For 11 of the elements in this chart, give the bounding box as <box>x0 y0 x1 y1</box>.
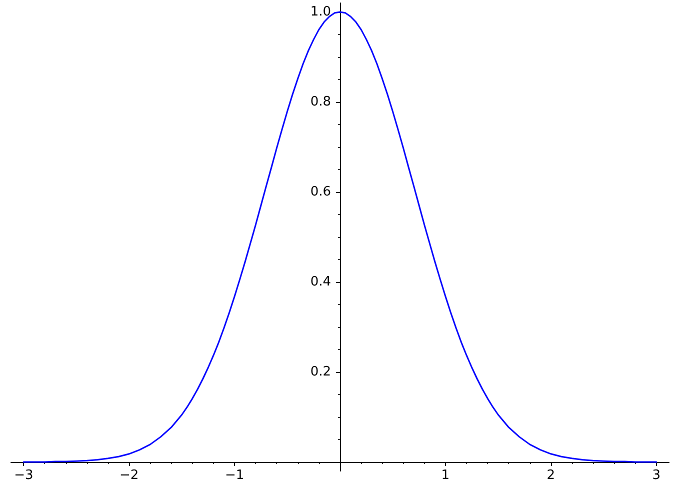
y-tick-label: 0.4 <box>310 274 331 290</box>
y-tick-label: 0.8 <box>310 94 331 110</box>
x-tick-label: −1 <box>224 468 244 483</box>
y-tick-label: 1.0 <box>310 4 331 20</box>
x-tick-label: −3 <box>14 468 34 483</box>
x-tick-label: −2 <box>120 468 139 483</box>
x-tick-label: 1 <box>441 468 450 483</box>
y-tick-label: 0.2 <box>310 364 331 380</box>
x-tick-label: 3 <box>652 468 660 483</box>
y-tick-label: 0.6 <box>310 184 331 200</box>
x-tick-label: 2 <box>546 468 556 483</box>
